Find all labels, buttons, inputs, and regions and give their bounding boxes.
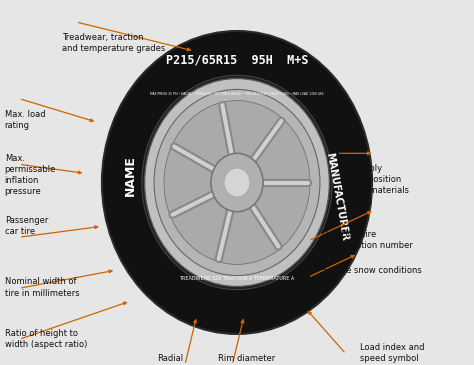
Text: Ratio of height to
width (aspect ratio): Ratio of height to width (aspect ratio) — [5, 328, 87, 349]
Text: NAME: NAME — [124, 155, 137, 196]
Text: MANUFACTURER: MANUFACTURER — [324, 152, 349, 242]
Ellipse shape — [145, 78, 329, 287]
Text: Max.
permissable
inflation
pressure: Max. permissable inflation pressure — [5, 154, 56, 196]
Text: U.S. DOT tire
identification number: U.S. DOT tire identification number — [322, 230, 413, 250]
Ellipse shape — [224, 168, 250, 197]
Text: Passenger
car tire: Passenger car tire — [5, 216, 48, 237]
Ellipse shape — [164, 101, 310, 264]
Text: TREADWEAR 320 TRACTION A TEMPERATURE A: TREADWEAR 320 TRACTION A TEMPERATURE A — [179, 276, 295, 281]
Text: Load index and
speed symbol: Load index and speed symbol — [360, 343, 425, 363]
Ellipse shape — [142, 75, 332, 290]
Ellipse shape — [211, 153, 263, 212]
Text: P215/65R15  95H  M+S: P215/65R15 95H M+S — [166, 53, 308, 66]
Text: MAX PRESS 35 PSI • RADIAL • TUBELESS • DOT MAL8 AB0DR • TIRE AS 4 PLIES 2X000 CO: MAX PRESS 35 PSI • RADIAL • TUBELESS • D… — [150, 92, 324, 96]
Text: Tire ply
composition
and materials
used: Tire ply composition and materials used — [351, 164, 409, 207]
Ellipse shape — [102, 31, 372, 334]
Text: Radial: Radial — [157, 354, 184, 363]
Ellipse shape — [154, 89, 320, 276]
Text: Nominal width of
tire in millimeters: Nominal width of tire in millimeters — [5, 277, 79, 297]
Text: Max. load
rating: Max. load rating — [5, 110, 46, 130]
Text: Severe snow conditions: Severe snow conditions — [322, 266, 422, 276]
Text: Treadwear, traction
and temperature grades: Treadwear, traction and temperature grad… — [62, 33, 165, 53]
Text: Rim diameter
code: Rim diameter code — [218, 354, 275, 365]
